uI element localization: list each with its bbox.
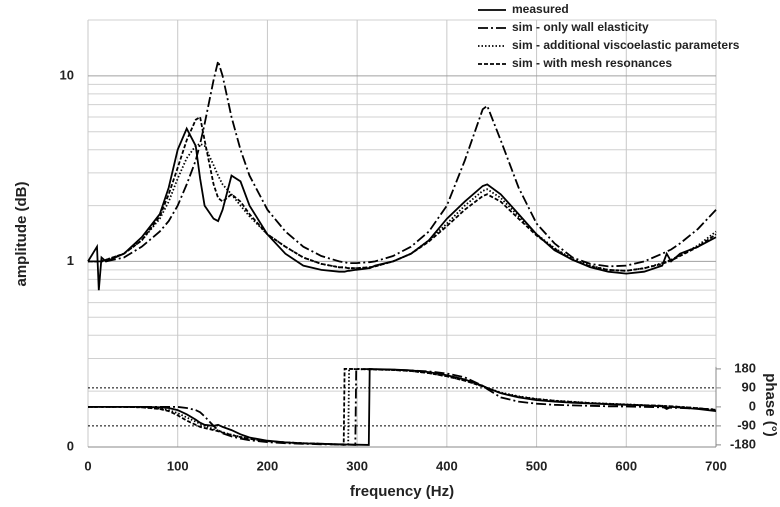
- x-tick-label: 500: [526, 458, 548, 473]
- y2-tick-label: 0: [749, 398, 756, 413]
- x-axis-title: frequency (Hz): [350, 483, 454, 500]
- y-tick-label: 0: [67, 438, 74, 453]
- amplitude-line: [88, 115, 717, 272]
- y-axis-title: amplitude (dB): [13, 182, 30, 287]
- x-tick-label: 200: [257, 458, 279, 473]
- legend-text: measured: [512, 2, 569, 16]
- amplitude-line: [88, 57, 717, 268]
- legend-text: sim - additional viscoelastic parameters: [512, 38, 740, 52]
- x-tick-label: 100: [167, 458, 189, 473]
- y2-tick-label: 180: [734, 360, 756, 375]
- phase-line: [88, 368, 717, 446]
- x-tick-label: 0: [84, 458, 91, 473]
- y2-tick-label: -180: [730, 436, 756, 451]
- x-tick-label: 300: [346, 458, 368, 473]
- y2-tick-label: 90: [742, 379, 756, 394]
- y-tick-label: 10: [60, 67, 74, 82]
- phase-line: [88, 367, 717, 446]
- x-tick-label: 400: [436, 458, 458, 473]
- y2-axis-title: phase (°): [762, 373, 779, 437]
- phase-line: [88, 367, 717, 446]
- y2-tick-label: -90: [737, 417, 756, 432]
- x-tick-label: 600: [615, 458, 637, 473]
- x-tick-label: 700: [705, 458, 727, 473]
- legend-text: sim - only wall elasticity: [512, 20, 649, 34]
- amplitude-line: [88, 142, 717, 272]
- legend-text: sim - with mesh resonances: [512, 56, 672, 70]
- y-tick-label: 1: [67, 253, 74, 268]
